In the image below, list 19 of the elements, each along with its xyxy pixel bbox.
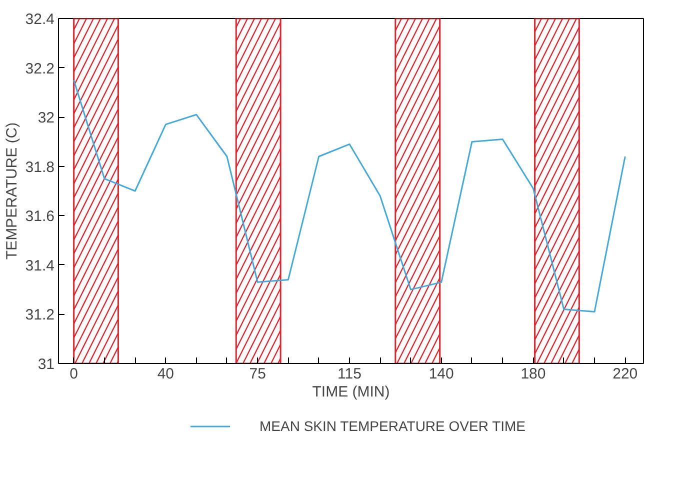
x-axis-title: TIME (MIN): [312, 384, 390, 400]
x-tick-label: 115: [338, 366, 362, 382]
y-tick-label: 31: [38, 356, 55, 373]
x-tick-label: 180: [520, 366, 546, 382]
y-axis-title: TEMPERATURE (C): [3, 122, 20, 260]
legend-label: MEAN SKIN TEMPERATURE OVER TIME: [259, 418, 526, 434]
y-tick-label: 31.8: [25, 158, 55, 176]
line-series: [73, 79, 626, 312]
x-tick-label: 0: [70, 366, 78, 382]
x-tick-label: 220: [612, 366, 638, 382]
y-tick-label: 31.4: [25, 257, 55, 274]
y-tick-label: 32: [38, 110, 55, 127]
x-tick-label: 75: [249, 366, 266, 382]
x-tick-label: 140: [428, 366, 454, 382]
y-tick-label: 32.4: [25, 11, 55, 28]
y-tick-label: 31.6: [25, 208, 55, 226]
y-tick-label: 31.2: [25, 306, 55, 324]
y-tick-label: 32.2: [25, 60, 55, 78]
x-tick-label: 40: [157, 366, 174, 382]
